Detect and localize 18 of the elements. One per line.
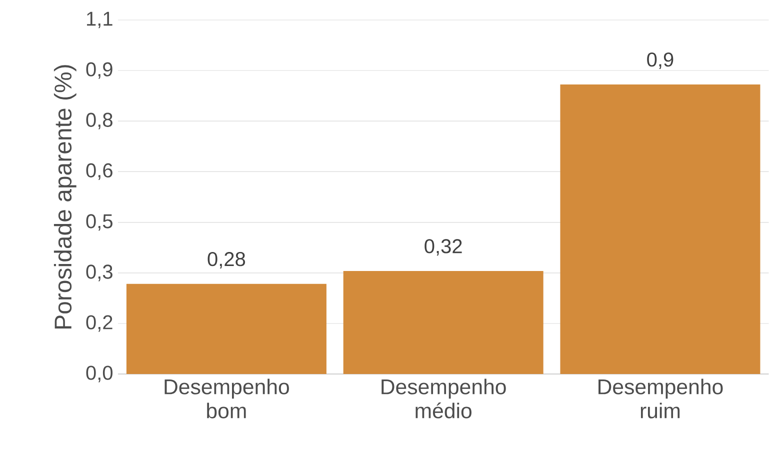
data-label: 0,9 <box>647 52 674 69</box>
y-tick-label: 0,3 <box>86 264 112 282</box>
bar <box>126 284 326 374</box>
bar <box>560 84 760 374</box>
data-label: 0,32 <box>424 239 462 256</box>
y-tick-label: 0,0 <box>86 366 112 382</box>
y-tick-label: 0,2 <box>86 315 112 332</box>
x-tick-label: Desempenho médio <box>382 378 506 418</box>
x-tick-label: Desempenho bom <box>164 378 289 418</box>
x-tick-label: Desempenho ruim <box>598 378 723 418</box>
y-tick-label: 0,5 <box>86 214 112 231</box>
y-tick-label: 0,8 <box>86 112 112 130</box>
y-axis-title: Porosidade aparente (%) <box>54 65 76 328</box>
bar <box>343 271 544 374</box>
y-tick-label: 0,9 <box>86 62 112 79</box>
y-tick-label: 1,1 <box>87 12 112 28</box>
y-tick-label: 0,6 <box>86 163 112 180</box>
data-label: 0,28 <box>208 252 246 269</box>
